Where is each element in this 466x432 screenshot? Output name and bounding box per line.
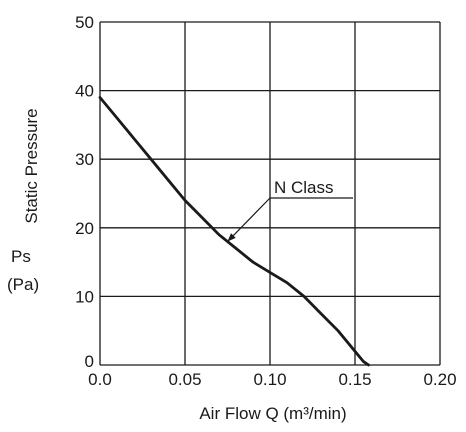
y-axis-label-rotated: Static Pressure — [22, 108, 41, 223]
x-tick-label: 0.20 — [423, 370, 456, 389]
y-tick-label: 0 — [85, 352, 94, 371]
annotation-label: N Class — [274, 178, 334, 197]
x-axis-label: Air Flow Q (m³/min) — [199, 404, 346, 423]
axis-labels: Air Flow Q (m³/min) Static Pressure Ps (Pa) — [7, 108, 347, 423]
annotation-group: N Class — [227, 178, 353, 242]
y-tick-label: 10 — [75, 287, 94, 306]
y-tick-label: 50 — [75, 13, 94, 32]
y-axis-label-unit: (Pa) — [7, 275, 39, 294]
y-tick-label: 20 — [75, 219, 94, 238]
grid-lines — [99, 21, 441, 366]
y-tick-label: 30 — [75, 150, 94, 169]
series-lines — [98, 96, 370, 367]
x-tick-label: 0.10 — [253, 370, 286, 389]
series-line-n-class — [98, 96, 370, 367]
x-tick-label: 0.15 — [338, 370, 371, 389]
y-tick-label: 40 — [75, 82, 94, 101]
x-tick-label: 0.05 — [168, 370, 201, 389]
y-axis-label-symbol: Ps — [11, 247, 31, 266]
tick-labels: 0.0 0.05 0.10 0.15 0.20 0 10 20 30 40 50 — [75, 13, 456, 389]
annotation-arrowhead — [227, 233, 236, 242]
annotation-leader-line — [227, 197, 271, 242]
x-tick-label: 0.0 — [88, 370, 112, 389]
